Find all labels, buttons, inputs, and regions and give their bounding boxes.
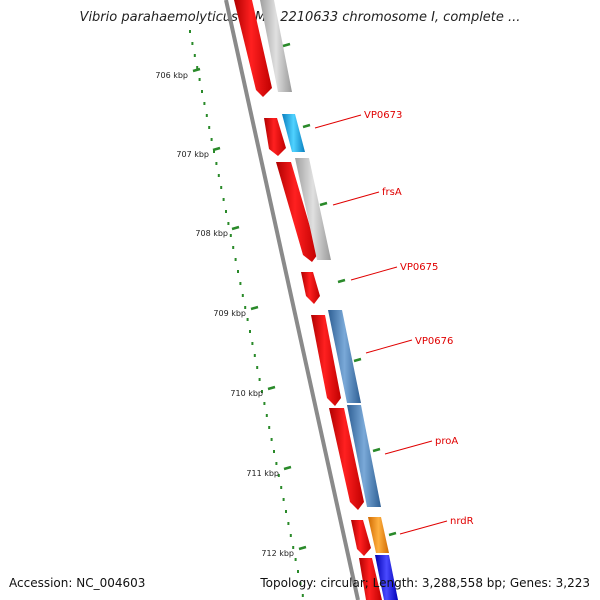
ruler-tick-707 — [212, 146, 221, 152]
ruler-dot — [301, 594, 304, 597]
ruler-dot — [280, 486, 283, 489]
gene-arrow[interactable] — [351, 520, 371, 556]
feature-block-gray[interactable] — [295, 158, 331, 260]
gene-arrow[interactable] — [311, 315, 341, 406]
feature-block-gray[interactable] — [260, 0, 292, 92]
ruler-tick-706 — [192, 67, 201, 73]
ruler-dot — [256, 366, 259, 369]
ruler-dot — [237, 270, 239, 273]
ruler-dot — [241, 294, 244, 297]
gene-label-vp0675[interactable]: VP0675 — [400, 262, 438, 273]
ruler-dot — [287, 522, 290, 525]
gene-label-vp0676[interactable]: VP0676 — [415, 336, 453, 347]
ruler-dot — [208, 126, 211, 129]
ruler-tick-label-709: 709 kbp — [213, 309, 246, 318]
ruler-tick-label-712: 712 kbp — [261, 549, 294, 558]
ruler-tick-709 — [250, 305, 259, 311]
chromosome-backbone — [224, 0, 360, 600]
ruler-dot — [273, 450, 275, 453]
ruler-dot — [289, 534, 292, 537]
ruler-dot — [222, 198, 225, 201]
ruler-tick-711 — [283, 465, 292, 471]
ruler-dot — [217, 174, 220, 177]
gene-arrow[interactable] — [301, 272, 320, 304]
gene-arrow[interactable] — [264, 118, 286, 156]
ruler-dot — [244, 306, 247, 309]
ruler-tick-label-708: 708 kbp — [195, 229, 228, 238]
ruler-dot — [285, 510, 287, 513]
feature-block-steel[interactable] — [347, 405, 381, 507]
gene-label-proa[interactable]: proA — [435, 436, 458, 447]
accession-text: Accession: NC_004603 — [9, 576, 146, 590]
map-title: Vibrio parahaemolyticus RIMD 2210633 chr… — [79, 10, 521, 25]
feature-block-orange[interactable] — [368, 517, 389, 553]
forward-cds-track — [234, 0, 382, 600]
ruler-tick-label-706: 706 kbp — [155, 71, 188, 80]
ruler-tick-group: 706 kbp 707 kbp 708 kbp 709 kbp 710 kbp … — [155, 67, 307, 558]
ruler-dotted-track — [189, 30, 304, 597]
ruler-dot — [263, 402, 266, 405]
feature-block-steel[interactable] — [328, 310, 361, 403]
ruler-dot — [193, 54, 196, 57]
ruler-dot — [205, 114, 208, 117]
ruler-tick-712 — [298, 545, 307, 551]
ruler-dot — [234, 258, 237, 261]
ruler-dot — [253, 354, 256, 357]
ruler-dot — [220, 186, 223, 189]
ruler-dot — [249, 330, 251, 333]
ruler-dot — [277, 474, 280, 477]
ruler-dot — [191, 42, 194, 45]
ruler-dot — [265, 414, 268, 417]
ruler-dot — [198, 78, 201, 81]
ruler-dot — [261, 390, 263, 393]
feature-block-blue[interactable] — [375, 555, 398, 600]
ruler-tick-label-710: 710 kbp — [230, 389, 263, 398]
ruler-dot — [282, 498, 285, 501]
ruler-tick-710 — [267, 385, 276, 391]
ruler-tick-label-707: 707 kbp — [176, 150, 209, 159]
ruler-dot — [196, 66, 199, 69]
gene-label-nrdr[interactable]: nrdR — [450, 516, 474, 527]
ruler-dot — [294, 558, 297, 561]
gene-arrow[interactable] — [234, 0, 272, 97]
ruler-dot — [246, 318, 249, 321]
genome-summary-text: Topology: circular; Length: 3,288,558 bp… — [260, 576, 590, 590]
feature-block-cyan[interactable] — [282, 114, 305, 152]
ruler-dot — [215, 162, 218, 165]
label-leaders — [314, 114, 448, 535]
ruler-dot — [201, 90, 203, 93]
gene-labels: VP0673 frsA VP0675 VP0676 proA nrdR — [364, 110, 474, 527]
ruler-dot — [232, 246, 235, 249]
ruler-dot — [297, 570, 299, 573]
ruler-tick-label-711: 711 kbp — [246, 469, 279, 478]
ruler-dot — [251, 342, 254, 345]
ruler-dot — [258, 378, 261, 381]
ruler-dot — [213, 150, 215, 153]
ruler-dot — [275, 462, 278, 465]
gene-arrow[interactable] — [359, 558, 382, 600]
gene-label-frsa[interactable]: frsA — [382, 187, 402, 198]
gene-label-vp0673[interactable]: VP0673 — [364, 110, 402, 121]
ruler-dot — [189, 30, 191, 33]
ruler-dot — [268, 426, 271, 429]
ruler-dot — [239, 282, 242, 285]
ruler-dot — [227, 222, 230, 225]
ruler-dot — [210, 138, 213, 141]
ruler-dot — [299, 582, 302, 585]
ruler-dot — [203, 102, 206, 105]
ruler-tick-708 — [231, 225, 240, 231]
ruler-dot — [229, 234, 232, 237]
ruler-dot — [225, 210, 227, 213]
feature-track — [260, 0, 398, 600]
ruler-dot — [292, 546, 295, 549]
leader-ticks — [282, 42, 397, 537]
gene-arrow[interactable] — [329, 408, 364, 510]
gene-arrow[interactable] — [276, 162, 318, 262]
ruler-dot — [270, 438, 273, 441]
